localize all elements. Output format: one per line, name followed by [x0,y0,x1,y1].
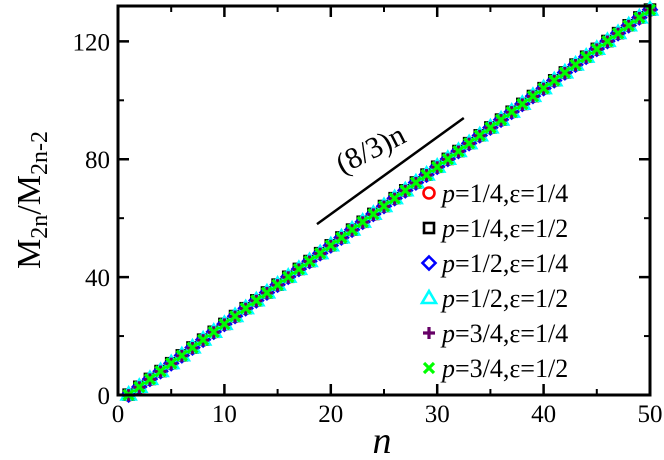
data-point [143,373,157,386]
legend-label: p=3/4,ε=1/4 [440,319,568,348]
legend-label: p=1/2,ε=1/4 [440,249,568,278]
legend-item: p=1/4,ε=1/2 [422,214,568,243]
x-tick-label: 0 [112,401,125,428]
x-axis-title: n [373,420,392,460]
x-tick-label: 10 [212,401,237,428]
data-point [133,380,146,394]
data-point [260,286,274,299]
axis-ticks: 0 10 20 30 40 50 0 40 80 120 [73,6,663,428]
data-point [282,270,295,284]
data-point [611,27,625,40]
data-point [196,333,210,346]
legend-item: p=1/2,ε=1/2 [419,284,568,313]
reference-line-label: (8/3)n [331,118,411,181]
data-point [622,19,635,32]
legend-item: p=1/2,ε=1/4 [420,249,568,278]
data-point [420,168,433,181]
svg-text:M2n/M2n-2: M2n/M2n-2 [11,131,53,269]
legend-marker-triangle [419,288,439,305]
y-tick-label: 0 [98,383,111,410]
data-point [324,239,337,252]
data-point [633,11,646,24]
data-point [441,152,454,166]
legend-label: p=1/4,ε=1/4 [440,179,568,208]
data-point [462,137,476,150]
data-point [548,74,561,87]
legend-marker-diamond [420,254,438,272]
data-point [175,349,188,362]
data-point [494,113,508,126]
data-point [207,325,220,339]
data-point [218,318,231,331]
legend-item: p=1/4,ε=1/4 [422,179,568,208]
data-point [399,184,412,197]
data-point [558,66,572,79]
legend-item: p=3/4,ε=1/4 [423,319,568,348]
data-point [356,215,369,229]
legend-label: p=3/4,ε=1/2 [440,354,568,383]
data-point [377,200,391,213]
x-tick-label: 20 [318,401,343,428]
x-tick-label: 50 [638,401,663,428]
legend-label: p=1/2,ε=1/2 [440,284,568,313]
data-point [186,341,199,354]
data-point [335,231,348,244]
data-point [473,129,486,142]
data-point [303,255,316,268]
data-point [537,82,550,95]
legend-marker-plus [423,327,435,339]
y-tick-label: 120 [73,29,111,56]
data-marks [119,0,660,404]
legend-item: p=3/4,ε=1/2 [422,354,568,383]
data-point [154,365,167,378]
y-tick-label: 80 [85,147,110,174]
data-point [292,262,306,276]
data-point [314,247,327,260]
data-point [590,42,603,56]
data-point [239,302,252,315]
data-point [388,192,401,205]
data-point [345,223,359,236]
legend-label: p=1/4,ε=1/2 [440,214,568,243]
data-point [165,357,178,370]
reference-line-8-3-n [316,116,465,226]
data-point [516,97,529,111]
data-point [271,278,284,291]
data-point [250,294,263,307]
x-tick-label: 40 [531,401,556,428]
data-point [580,50,593,64]
data-point [452,145,465,158]
x-tick-label: 30 [425,401,450,428]
data-point [431,160,444,174]
legend-marker-circle [422,186,436,200]
data-point [484,121,497,134]
data-point [526,90,540,103]
y-axis-title: M2n/M2n-2 [11,131,53,269]
data-point [601,35,614,48]
y-tick-label: 40 [85,265,110,292]
data-point [569,58,582,71]
legend: p=1/4,ε=1/4 p=1/4,ε=1/2 p=1/2,ε=1/4 p=1/2,ε… [419,179,568,383]
legend-marker-square [422,221,436,235]
legend-marker-x [422,361,436,375]
data-point [505,105,518,119]
data-point [409,176,423,189]
data-point [228,310,242,323]
data-point [367,207,380,221]
series-6 [122,3,657,401]
